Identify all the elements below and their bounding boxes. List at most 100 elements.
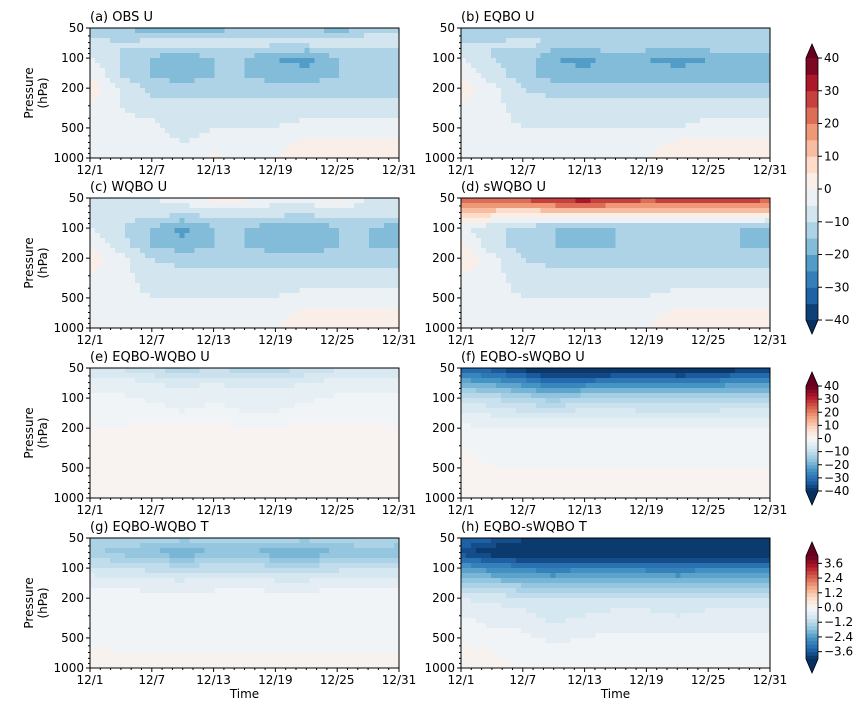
contour-cell: [329, 108, 335, 114]
contour-cell: [615, 38, 622, 44]
contour-cell: [394, 63, 400, 69]
contour-cell: [90, 253, 96, 259]
contour-cell: [204, 268, 211, 274]
contour-cell: [545, 153, 552, 159]
contour-cell: [299, 308, 305, 314]
contour-cell: [620, 88, 627, 94]
contour-cell: [364, 318, 370, 324]
contour-cell: [194, 288, 201, 294]
contour-cell: [359, 308, 365, 314]
contour-cell: [219, 318, 226, 324]
contour-cell: [695, 73, 701, 79]
contour-cell: [144, 48, 151, 54]
contour-cell: [765, 88, 771, 94]
contour-cell: [139, 53, 146, 59]
contour-cell: [104, 258, 111, 264]
contour-cell: [650, 78, 656, 84]
contour-cell: [461, 43, 467, 49]
contour-cell: [294, 293, 300, 299]
contour-cell: [284, 138, 290, 144]
contour-cell: [139, 268, 146, 274]
contour-cell: [389, 303, 395, 309]
contour-cell: [334, 123, 340, 129]
contour-cell: [204, 288, 211, 294]
contour-cell: [244, 283, 251, 289]
contour-cell: [134, 143, 141, 149]
contour-cell: [750, 33, 756, 39]
contour-cell: [354, 138, 360, 144]
contour-cell: [555, 113, 562, 119]
contour-cell: [179, 58, 186, 64]
contour-cell: [465, 83, 472, 89]
contour-cell: [90, 278, 96, 284]
contour-cell: [730, 88, 736, 94]
contour-cell: [274, 133, 280, 139]
contour-cell: [259, 63, 266, 69]
contour-cell: [394, 123, 400, 129]
contour-cell: [249, 53, 256, 59]
contour-cell: [234, 308, 241, 314]
contour-cell: [690, 78, 696, 84]
contour-cell: [465, 58, 472, 64]
contour-cell: [114, 218, 121, 224]
contour-cell: [765, 48, 771, 54]
contour-cell: [234, 93, 241, 99]
contour-cell: [194, 323, 201, 329]
contour-cell: [349, 38, 355, 44]
contour-cell: [550, 98, 557, 104]
contour-cell: [299, 53, 305, 59]
contour-cell: [164, 78, 171, 84]
contour-cell: [144, 33, 151, 39]
contour-cell: [610, 53, 617, 59]
contour-cell: [279, 38, 285, 44]
contour-cell: [104, 123, 111, 129]
contour-cell: [274, 288, 280, 294]
contour-cell: [94, 198, 101, 204]
contour-cell: [224, 63, 231, 69]
contour-cell: [114, 88, 121, 94]
contour-cell: [750, 63, 756, 69]
contour-cell: [705, 43, 711, 49]
contour-cell: [510, 38, 517, 44]
contour-cell: [695, 123, 701, 129]
contour-cell: [329, 88, 335, 94]
contour-cell: [189, 58, 196, 64]
contour-cell: [284, 48, 290, 54]
contour-cell: [169, 63, 176, 69]
contour-cell: [540, 153, 547, 159]
contour-cell: [259, 83, 266, 89]
contour-cell: [665, 138, 671, 144]
contour-cell: [179, 38, 186, 44]
contour-cell: [229, 303, 236, 309]
contour-cell: [369, 98, 375, 104]
contour-cell: [475, 38, 482, 44]
contour-cell: [204, 108, 211, 114]
contour-cell: [194, 198, 201, 204]
contour-cell: [174, 73, 181, 79]
contour-cell: [189, 153, 196, 159]
contour-cell: [90, 243, 96, 249]
contour-cell: [765, 83, 771, 89]
contour-cell: [339, 88, 345, 94]
contour-cell: [124, 58, 131, 64]
contour-cell: [359, 213, 365, 219]
contour-cell: [319, 88, 325, 94]
contour-cell: [199, 218, 206, 224]
contour-cell: [299, 228, 305, 234]
contour-cell: [144, 323, 151, 329]
contour-cell: [344, 53, 350, 59]
contour-cell: [755, 53, 761, 59]
contour-cell: [680, 123, 686, 129]
contour-cell: [169, 273, 176, 279]
contour-cell: [314, 133, 320, 139]
contour-cell: [164, 228, 171, 234]
contour-cell: [685, 123, 691, 129]
contour-cell: [269, 43, 275, 49]
contour-cell: [615, 48, 622, 54]
contour-cell: [214, 293, 221, 299]
contour-cell: [720, 83, 726, 89]
contour-cell: [379, 288, 385, 294]
contour-cell: [99, 313, 106, 319]
contour-cell: [334, 68, 340, 74]
contour-cell: [354, 273, 360, 279]
